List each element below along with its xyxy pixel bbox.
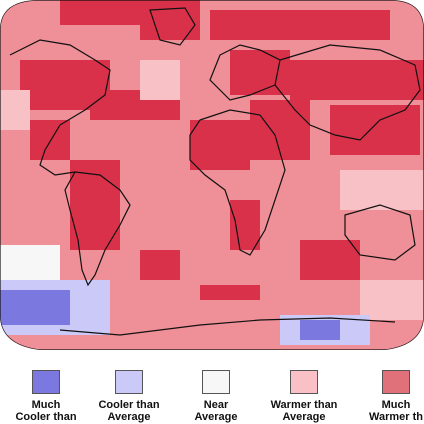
region-greenland [140,0,200,40]
region-eurasia-arctic [210,10,390,40]
legend-near-label: Near Average [194,399,238,423]
region-mcool-1 [0,290,70,325]
much-warmer-regions [20,0,424,300]
region-mideast [250,100,310,160]
legend-much-cooler-label: Much Cooler than [15,399,77,423]
coast-antarctica [59,317,396,336]
region-near-4 [340,170,424,210]
coastlines [0,0,424,350]
region-near-2 [140,60,180,100]
legend-near: Near Average [170,370,262,423]
coast-north-america [9,39,111,176]
region-near-1 [0,90,30,130]
region-indian-ocean [300,240,360,280]
region-c-america [30,120,70,160]
legend-much-cooler-swatch [32,370,60,394]
legend-much-cooler: Much Cooler than [0,370,92,423]
region-sahara [190,120,250,170]
region-pacific-south [140,250,180,280]
legend-warmer: Warmer than Average [258,370,350,423]
legend-cooler: Cooler than Average [83,370,175,423]
coast-africa [189,109,286,256]
legend-much-warmer-swatch [382,370,410,394]
region-near-3 [0,245,60,285]
legend-near-swatch [202,370,230,394]
region-near-5 [360,280,424,320]
coast-south-america [64,171,131,287]
legend-much-warmer-label: Much Warmer th [369,399,423,423]
region-south-asia [330,105,420,155]
near-average-regions [0,60,424,320]
cooler-regions [0,280,370,345]
legend-warmer-label: Warmer than Average [270,399,338,423]
map-area [0,0,424,350]
legend-warmer-swatch [290,370,318,394]
legend-much-warmer: Much Warmer th [350,370,424,423]
temperature-anomaly-map [0,0,424,350]
map-frame [0,0,424,350]
coast-australia [344,204,416,261]
region-s-africa [230,200,260,250]
region-europe [230,50,290,95]
region-southern-band [200,285,260,300]
region-mcool-2 [300,320,340,340]
legend-cooler-swatch [115,370,143,394]
coast-asia [274,44,421,141]
legend-cooler-label: Cooler than Average [98,399,160,423]
region-russia [290,60,424,100]
coast-greenland [149,7,196,46]
